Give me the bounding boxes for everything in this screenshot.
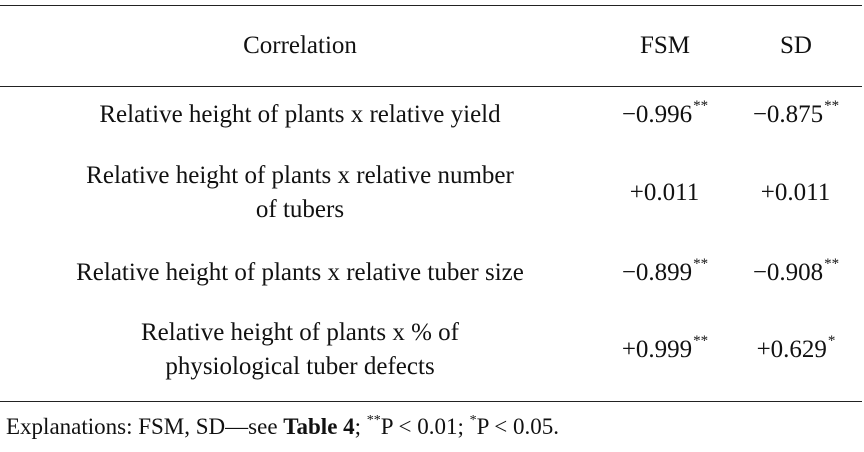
table-row-2-correlation: Relative height of plants x relative num… [0, 140, 600, 246]
sd-value: −0.908** [752, 256, 840, 287]
table-footnote: Explanations: FSM, SD—see Table 4; **P <… [6, 410, 559, 444]
sd-value: +0.011 [760, 179, 831, 206]
correlation-label: Relative height of plants x relative tub… [76, 259, 524, 286]
table-bottom-rule [0, 401, 862, 402]
table-row-3-fsm: −0.899** [600, 247, 730, 299]
sd-value: −0.875** [752, 98, 840, 129]
significance-mark-single: * [469, 413, 477, 428]
table-row-4-correlation: Relative height of plants x % of physiol… [0, 300, 600, 400]
table-row-1-correlation: Relative height of plants x relative yie… [0, 90, 600, 140]
footnote-sig1: P < 0.01; [380, 414, 470, 439]
table-row-4-fsm: +0.999** [600, 300, 730, 400]
significance-mark: * [827, 333, 836, 349]
table-row-2-fsm: +0.011 [600, 140, 730, 246]
significance-mark: ** [693, 333, 709, 349]
correlation-label: Relative height of plants x relative yie… [99, 101, 501, 128]
footnote-separator: ; [354, 414, 367, 439]
significance-mark: ** [693, 256, 709, 272]
header-fsm: FSM [639, 32, 691, 59]
table-header-rule [0, 86, 862, 87]
sd-value: +0.629* [756, 333, 836, 364]
table-row-1-fsm: −0.996** [600, 90, 730, 140]
table-reference: Table 4 [283, 414, 355, 439]
significance-mark-double: ** [366, 413, 381, 428]
table-row-1-sd: −0.875** [730, 90, 862, 140]
footnote-sig2: P < 0.05. [476, 414, 560, 439]
table-top-rule [0, 5, 862, 6]
fsm-value: −0.899** [621, 256, 709, 287]
significance-mark: ** [824, 256, 840, 272]
table-row-3-sd: −0.908** [730, 247, 862, 299]
header-correlation: Correlation [243, 32, 357, 59]
fsm-value: +0.011 [629, 179, 700, 206]
fsm-value: +0.999** [621, 333, 709, 364]
table-row-3-correlation: Relative height of plants x relative tub… [0, 247, 600, 299]
table-row-4-sd: +0.629* [730, 300, 862, 400]
significance-mark: ** [824, 98, 840, 114]
footnote-prefix: Explanations: FSM, SD—see [6, 414, 284, 439]
header-sd: SD [780, 32, 812, 59]
correlation-label: Relative height of plants x % of physiol… [141, 319, 459, 380]
significance-mark: ** [693, 98, 709, 114]
correlation-label: Relative height of plants x relative num… [86, 162, 514, 223]
table-row-2-sd: +0.011 [730, 140, 862, 246]
fsm-value: −0.996** [621, 98, 709, 129]
